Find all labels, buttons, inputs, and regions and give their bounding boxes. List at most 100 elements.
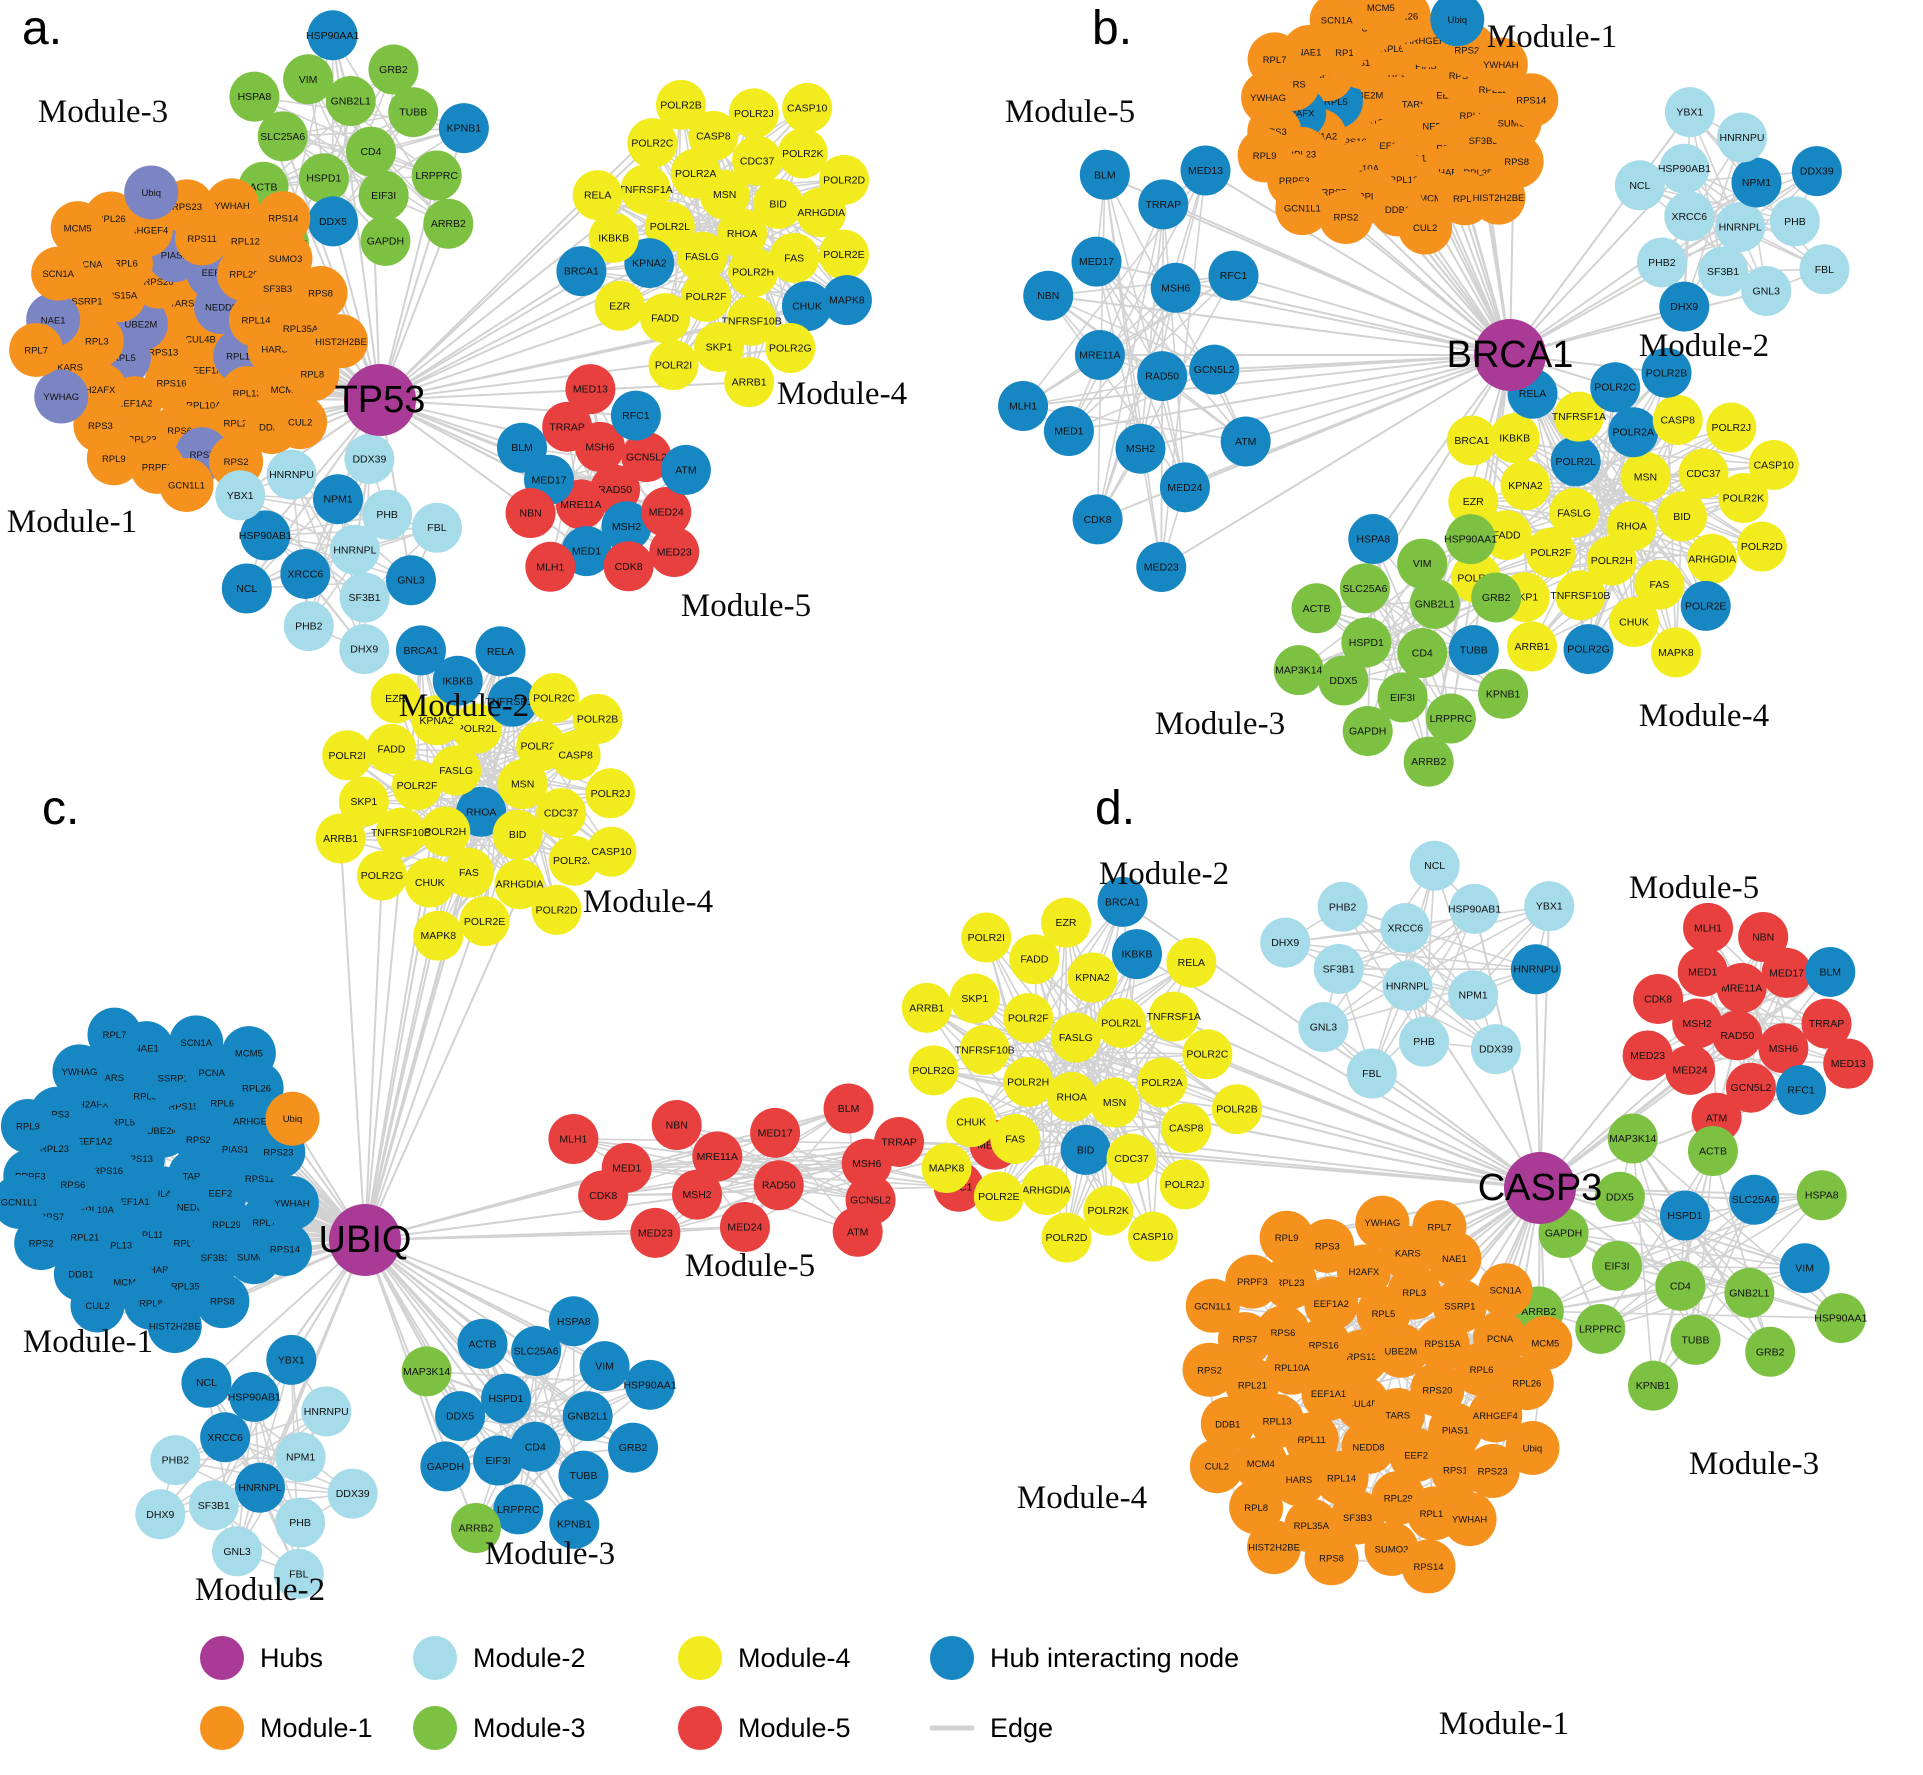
node-ddx39: DDX39 [1470, 1024, 1521, 1075]
node-label: ARHGDIA [496, 879, 544, 891]
legend-swatch-hi [930, 1636, 974, 1680]
node-nbn: NBN [1738, 911, 1789, 962]
node-lrpprc: LRPPRC [493, 1484, 544, 1535]
edge [236, 1359, 293, 1552]
node-label: POLR2C [631, 138, 673, 150]
node-label: MLH1 [1694, 922, 1722, 934]
node-label: MAPK8 [929, 1162, 965, 1174]
node-label: SF3B3 [1469, 136, 1498, 147]
node-label: SUMO3 [1375, 1544, 1409, 1555]
node-label: CASP8 [1661, 415, 1696, 427]
node-label: RPL21 [224, 418, 253, 429]
node-polr2h: POLR2H [1586, 535, 1637, 586]
node-label: UBE2M [1385, 1346, 1418, 1357]
legend-swatch-m2 [413, 1636, 457, 1680]
node-mapk8: MAPK8 [1650, 627, 1701, 678]
node-label: HNRNPL [1719, 221, 1762, 233]
edge [1538, 1194, 1823, 1313]
node-polr2f: POLR2F [681, 271, 732, 322]
node-hsp90ab1: HSP90AB1 [239, 510, 292, 561]
node-polr2j: POLR2J [728, 88, 779, 139]
node-ywhag: YWHAG [52, 1044, 107, 1099]
panel-letter-c: c. [42, 782, 79, 835]
node-label: H2AFX [1284, 108, 1315, 119]
node-mre11a: MRE11A [1716, 962, 1767, 1013]
node-label: RAD50 [1720, 1030, 1754, 1042]
node-layer: CD4 HSPD1 GNB2L1 EIF3I SLC25A6 TUBB DDX5 VIM LRP… [0, 0, 1874, 1599]
node-ikbkb: IKBKB [1489, 413, 1540, 464]
node-label: DHX9 [350, 644, 378, 656]
node-gnb2l1: GNB2L1 [562, 1391, 613, 1442]
node-ywhah: YWHAH [1473, 37, 1528, 92]
node-skp1: SKP1 [694, 322, 745, 373]
node-label: DHX9 [146, 1509, 174, 1521]
node-polr2j: POLR2J [1159, 1159, 1210, 1210]
node-label: MSN [713, 189, 736, 201]
node-label: ARRB1 [323, 833, 358, 845]
node-label: ARHGEF4 [233, 1116, 278, 1127]
node-label: POLR2J [734, 108, 774, 120]
node-label: PIAS1 [222, 1145, 249, 1156]
node-label: RPS16 [156, 378, 186, 389]
node-label: CUL4B [1347, 1399, 1378, 1410]
legend-swatch-hub [200, 1636, 244, 1680]
node-label: RPS16 [1309, 1340, 1339, 1351]
node-label: FAS [459, 867, 479, 879]
node-label: RPS13 [123, 1154, 153, 1165]
node-label: POLR2F [686, 291, 727, 303]
node-label: RHOA [1057, 1091, 1087, 1103]
node-arrb2: ARRB2 [1403, 736, 1454, 787]
node-polr2e: POLR2E [1680, 580, 1731, 631]
node-polr2d: POLR2D [1041, 1212, 1092, 1263]
node-kpna2: KPNA2 [624, 238, 675, 289]
hub-edge [1068, 354, 1511, 433]
edge [926, 1007, 1016, 1140]
node-label: CUL2 [288, 418, 312, 429]
node-label: RPL10A [186, 401, 222, 412]
node-label: RPL11 [1297, 1435, 1325, 1446]
module-label-c-m1: Module-1 [23, 1324, 153, 1360]
node-label: RPL8 [1244, 1503, 1268, 1514]
node-hsp90aa1: HSP90AA1 [1814, 1293, 1868, 1344]
node-hspa8: HSPA8 [548, 1296, 599, 1347]
node-fbl: FBL [273, 1548, 324, 1599]
legend-swatch-m5 [678, 1706, 722, 1750]
node-label: KPNB1 [447, 123, 482, 135]
node-label: RPS8 [1504, 157, 1529, 168]
node-label: RPS8 [1319, 1554, 1344, 1565]
node-cdk8: CDK8 [1633, 973, 1684, 1024]
node-tnfrsf1a: TNFRSF1A [618, 164, 673, 215]
node-polr2g: POLR2G [1563, 624, 1614, 675]
node-label: RPL5 [111, 1118, 135, 1129]
node-eef2: EEF2 [1389, 1427, 1444, 1482]
node-label: SCN1A [1321, 16, 1353, 27]
node-label: CUL2 [1205, 1462, 1229, 1473]
node-label: NBN [1037, 290, 1059, 302]
node-casp8: CASP8 [1652, 395, 1703, 446]
node-polr2h: POLR2H [420, 806, 471, 857]
legend-item-module-1: Module-1 [200, 1706, 373, 1750]
node-polr2c: POLR2C [529, 672, 580, 723]
node-label: CHUK [956, 1117, 986, 1129]
node-label: SSRP1 [1444, 1302, 1475, 1313]
edge [1599, 1194, 1823, 1330]
node-label: RPS23 [263, 1147, 293, 1158]
node-label: DDX5 [1329, 675, 1357, 687]
node-label: HSP90AB1 [1658, 163, 1711, 175]
legend-label: Hubs [260, 1643, 323, 1673]
node-label: DDX5 [446, 1411, 474, 1423]
node-bid: BID [1657, 491, 1708, 542]
node-brca1: BRCA1 [556, 246, 607, 297]
node-label: RPL12 [1420, 1509, 1449, 1520]
node-label: SSRP1 [1322, 48, 1353, 59]
node-label: POLR2L [1101, 1018, 1141, 1030]
node-label: TUBB [1682, 1334, 1710, 1346]
node-gnl3: GNL3 [1741, 265, 1792, 316]
node-hnrnpu: HNRNPU [1510, 944, 1561, 995]
node-rela: RELA [572, 170, 623, 221]
node-label: CDK8 [589, 1190, 617, 1202]
edge [1366, 563, 1423, 732]
node-gcn1l1: GCN1L1 [1185, 1278, 1240, 1333]
node-label: RPL21 [1238, 1381, 1267, 1392]
